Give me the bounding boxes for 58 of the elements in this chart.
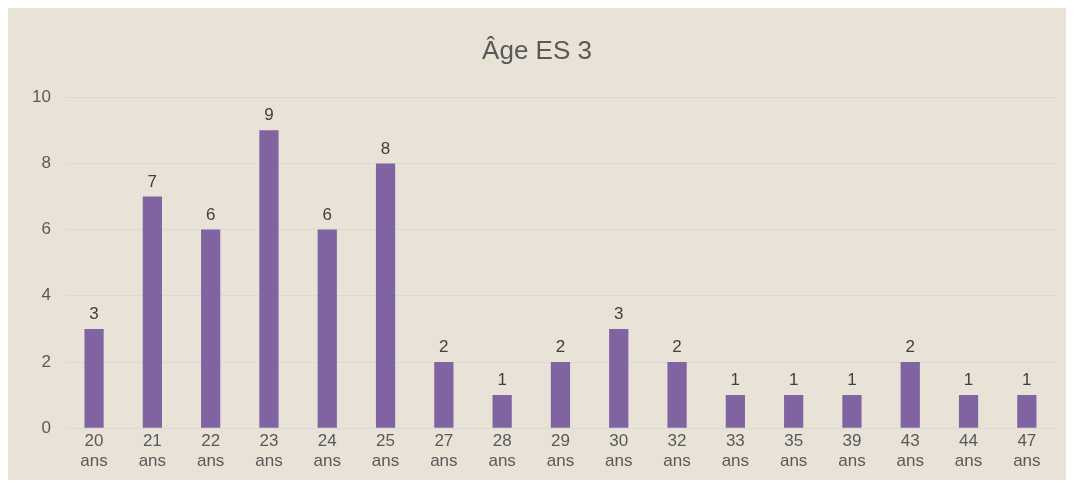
bar <box>784 395 804 428</box>
data-label: 2 <box>905 337 915 357</box>
y-tick-label: 10 <box>31 86 51 106</box>
data-label: 3 <box>89 304 99 324</box>
bar <box>434 362 454 428</box>
chart-title: Âge ES 3 <box>482 34 592 65</box>
data-label: 1 <box>847 370 857 390</box>
y-tick-label: 8 <box>41 153 51 173</box>
y-tick-label: 2 <box>41 351 51 371</box>
x-tick-label: 29 ans <box>546 431 575 471</box>
y-tick-label: 0 <box>41 417 51 437</box>
y-tick-label: 6 <box>41 219 51 239</box>
data-label: 6 <box>205 204 216 224</box>
data-label: 3 <box>614 304 624 324</box>
bar <box>1017 395 1037 428</box>
bar <box>900 362 920 428</box>
data-label: 1 <box>1022 370 1032 390</box>
x-tick-label: 43 ans <box>896 431 924 471</box>
x-tick-label: 32 ans <box>663 431 691 471</box>
data-label: 2 <box>439 337 449 357</box>
bar <box>317 229 337 428</box>
data-label: 6 <box>322 204 332 224</box>
x-tick-label: 39 ans <box>838 431 866 471</box>
bar <box>375 163 396 428</box>
bar <box>842 395 862 428</box>
data-label: 8 <box>380 138 391 158</box>
bar <box>492 395 512 428</box>
x-tick-label: 30 ans <box>605 431 633 471</box>
x-tick-label: 35 ans <box>779 431 808 471</box>
bar <box>84 328 104 428</box>
x-tick-label: 28 ans <box>488 431 516 471</box>
x-tick-label: 47 ans <box>1013 431 1041 471</box>
x-tick-label: 33 ans <box>721 431 750 471</box>
data-label: 2 <box>555 337 566 357</box>
x-tick-label: 24 ans <box>313 431 341 471</box>
bar <box>609 328 629 428</box>
data-label: 1 <box>497 370 507 390</box>
x-tick-label: 44 ans <box>954 431 983 471</box>
data-label: 9 <box>264 105 274 125</box>
data-label: 2 <box>672 337 682 357</box>
data-label: 7 <box>147 171 158 191</box>
bar <box>725 395 745 428</box>
y-tick-label: 4 <box>41 285 51 305</box>
data-label: 1 <box>788 370 799 390</box>
bar <box>259 130 279 428</box>
x-tick-label: 27 ans <box>430 431 458 471</box>
data-label: 1 <box>730 370 741 390</box>
x-tick-label: 22 ans <box>196 431 225 471</box>
data-label: 1 <box>963 370 974 390</box>
bar <box>667 362 687 428</box>
x-tick-label: 20 ans <box>80 431 108 471</box>
x-tick-label: 25 ans <box>371 431 400 471</box>
bar <box>550 362 571 428</box>
x-tick-label: 21 ans <box>138 431 167 471</box>
bar <box>958 395 979 428</box>
bar <box>201 229 221 428</box>
x-tick-label: 23 ans <box>255 431 283 471</box>
bar <box>142 196 162 428</box>
